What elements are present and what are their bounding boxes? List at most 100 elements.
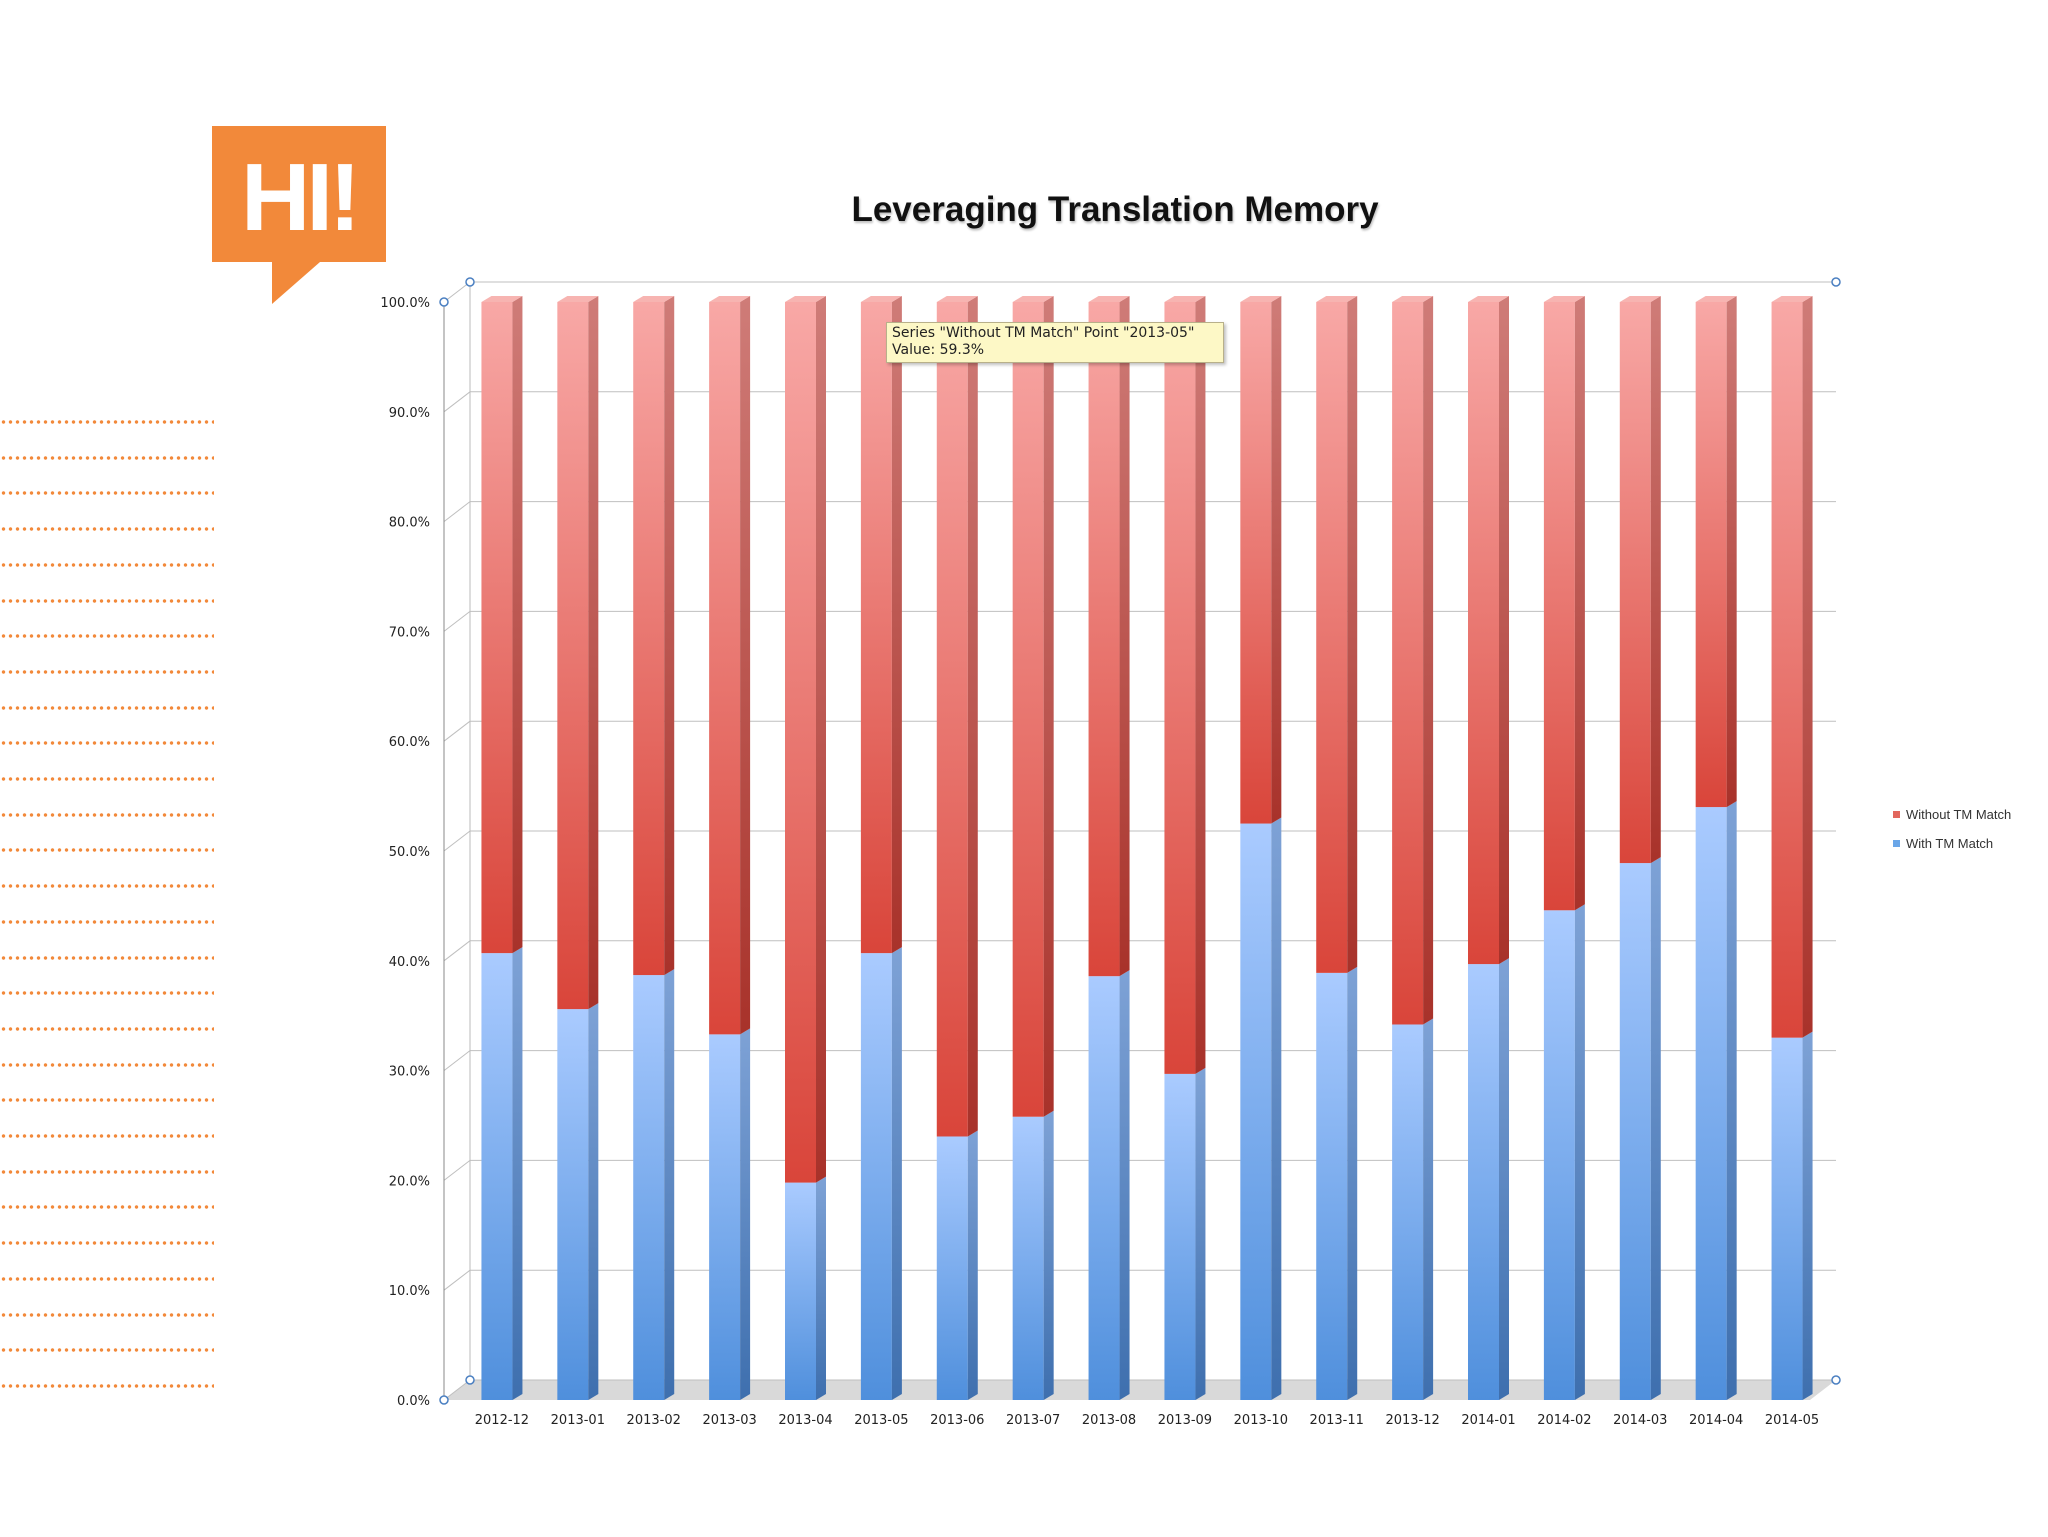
x-tick-label: 2012-12 xyxy=(475,1413,529,1428)
bar-without-tm-match xyxy=(1771,302,1803,1038)
bar-side-without-tm-match xyxy=(1347,296,1358,973)
dotted-line xyxy=(0,1312,214,1317)
dotted-line xyxy=(0,634,214,639)
bar-top-cap xyxy=(557,296,599,302)
bar-with-tm-match xyxy=(1468,964,1499,1400)
bar-side-without-tm-match xyxy=(1119,296,1130,977)
dotted-line xyxy=(0,848,214,853)
selection-handle xyxy=(1831,277,1841,287)
x-tick-label: 2013-09 xyxy=(1158,1413,1212,1428)
bar-top-cap xyxy=(1771,296,1813,302)
gridline-wall xyxy=(443,1160,471,1181)
bar-top-cap xyxy=(1468,296,1509,302)
bar-side-without-tm-match xyxy=(1043,296,1054,1117)
bar-side-with-tm-match xyxy=(1574,904,1585,1400)
bar-with-tm-match xyxy=(860,953,892,1400)
x-tick-label: 2013-08 xyxy=(1082,1413,1136,1428)
dotted-line xyxy=(0,884,214,889)
bar-with-tm-match xyxy=(1771,1037,1803,1400)
bar-side-without-tm-match xyxy=(1574,296,1585,911)
bar-with-tm-match xyxy=(936,1136,968,1400)
hi-speech-bubble-logo: HI! xyxy=(212,126,386,304)
bar-with-tm-match xyxy=(1695,807,1727,1400)
bar-side-without-tm-match xyxy=(1650,296,1661,864)
bar-with-tm-match xyxy=(557,1009,589,1400)
y-tick-label: 30.0% xyxy=(389,1065,430,1080)
bar-top-cap xyxy=(1088,296,1130,302)
bar-side-with-tm-match xyxy=(1271,817,1282,1400)
hi-badge-text: HI! xyxy=(241,144,357,251)
bar-side-without-tm-match xyxy=(1195,296,1206,1074)
x-tick-label: 2013-12 xyxy=(1385,1413,1439,1428)
bar-without-tm-match xyxy=(1392,302,1424,1025)
bar-top-cap xyxy=(1316,296,1358,302)
y-tick-label: 90.0% xyxy=(389,406,430,421)
x-tick-label: 2013-11 xyxy=(1310,1413,1364,1428)
bar-with-tm-match xyxy=(1619,863,1651,1400)
bar-top-cap xyxy=(1012,296,1054,302)
bar-top-cap xyxy=(1619,296,1661,302)
legend-item-without-tm-match: Without TM Match xyxy=(1893,800,2011,829)
dotted-line xyxy=(0,991,214,996)
gridline-wall xyxy=(443,720,471,742)
bar-side-with-tm-match xyxy=(967,1130,978,1400)
dotted-line xyxy=(0,1169,214,1174)
selection-handle xyxy=(465,1375,475,1385)
dotted-line xyxy=(0,1098,214,1103)
bar-side-with-tm-match xyxy=(588,1003,599,1400)
bar-top-cap xyxy=(709,296,751,302)
x-tick-label: 2013-02 xyxy=(627,1413,681,1428)
bar-without-tm-match xyxy=(1012,302,1044,1117)
bar-top-cap xyxy=(936,296,978,302)
gridline-wall xyxy=(443,1050,471,1071)
bar-without-tm-match xyxy=(1695,302,1727,808)
x-tick-label: 2013-06 xyxy=(930,1413,984,1428)
x-tick-label: 2014-03 xyxy=(1613,1413,1667,1428)
bar-without-tm-match xyxy=(936,302,968,1137)
dotted-line xyxy=(0,919,214,924)
y-tick-label: 60.0% xyxy=(389,735,430,750)
dotted-line xyxy=(0,1205,214,1210)
gridline-wall xyxy=(443,1379,471,1401)
bar-with-tm-match xyxy=(1543,910,1575,1400)
data-point-tooltip: Series "Without TM Match" Point "2013-05… xyxy=(886,322,1224,363)
bar-with-tm-match xyxy=(709,1034,741,1400)
bar-top-cap xyxy=(1543,296,1585,302)
dotted-line xyxy=(0,562,214,567)
dotted-line xyxy=(0,1276,214,1281)
bar-without-tm-match xyxy=(709,302,741,1035)
x-tick-label: 2014-01 xyxy=(1461,1413,1515,1428)
bar-side-with-tm-match xyxy=(1726,801,1737,1400)
dotted-line xyxy=(0,491,214,496)
dotted-line xyxy=(0,777,214,781)
dotted-line xyxy=(0,812,214,817)
x-tick-label: 2013-07 xyxy=(1006,1413,1060,1428)
bar-without-tm-match xyxy=(1468,302,1499,965)
dotted-line xyxy=(0,741,214,746)
bar-without-tm-match xyxy=(633,302,665,976)
dotted-line xyxy=(0,1062,214,1067)
chart-title: Leveraging Translation Memory xyxy=(851,190,1379,229)
selection-handle xyxy=(1831,1375,1841,1385)
x-tick-label: 2013-05 xyxy=(854,1413,908,1428)
x-tick-label: 2013-01 xyxy=(551,1413,605,1428)
bar-without-tm-match xyxy=(1164,302,1196,1074)
bar-side-without-tm-match xyxy=(967,296,978,1137)
dotted-line xyxy=(0,955,214,960)
dotted-line xyxy=(0,1241,214,1246)
bar-side-without-tm-match xyxy=(588,296,599,1010)
gridline-wall xyxy=(443,611,471,632)
dotted-line xyxy=(0,1026,214,1031)
bar-top-cap xyxy=(1164,296,1206,302)
x-tick-label: 2014-02 xyxy=(1537,1413,1591,1428)
y-tick-label: 100.0% xyxy=(380,296,430,311)
bar-without-tm-match xyxy=(1619,302,1651,864)
bar-side-without-tm-match xyxy=(891,296,902,954)
gridline-wall xyxy=(443,1269,471,1291)
bar-side-with-tm-match xyxy=(1195,1067,1206,1400)
bar-with-tm-match xyxy=(633,975,665,1400)
bar-top-cap xyxy=(481,296,523,302)
dotted-line xyxy=(0,1348,214,1353)
dotted-line xyxy=(0,598,214,603)
